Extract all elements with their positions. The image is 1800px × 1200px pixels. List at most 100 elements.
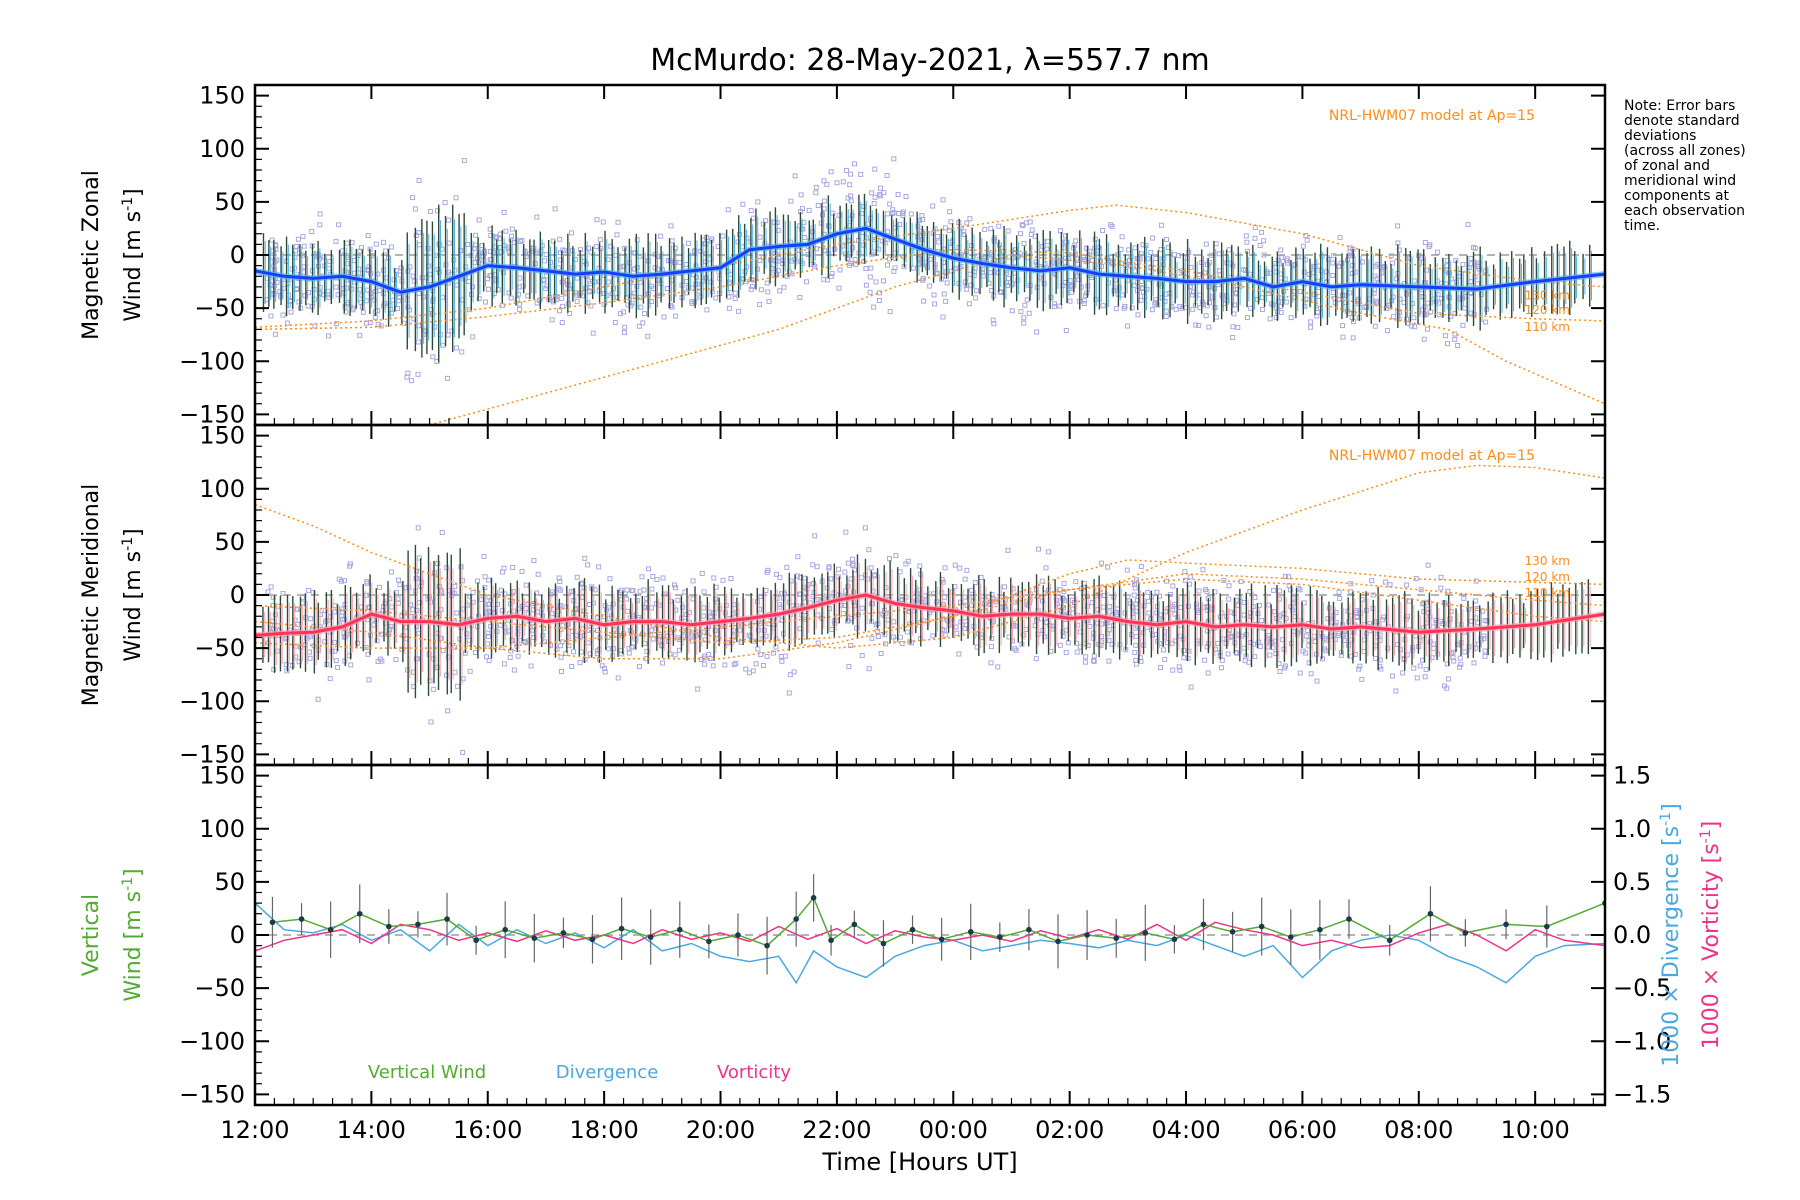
scatter-point [1119, 292, 1125, 298]
scatter-point [416, 178, 422, 184]
scatter-point [1288, 315, 1294, 321]
scatter-point [1444, 685, 1450, 691]
scatter-point [274, 279, 280, 285]
scatter-point [1243, 233, 1249, 239]
scatter-point [1471, 660, 1477, 666]
scatter-point [1108, 222, 1114, 228]
scatter-point [314, 254, 320, 260]
scatter-point [1005, 547, 1011, 553]
scatter-point [1330, 260, 1336, 266]
scatter-point [813, 184, 819, 190]
vertical-wind-point [938, 936, 945, 943]
scatter-point [562, 248, 568, 254]
y-tick-label: −50 [194, 974, 245, 1002]
scatter-point [1067, 278, 1073, 284]
scatter-point [341, 634, 347, 640]
scatter-point [1171, 252, 1177, 258]
scatter-point [1235, 597, 1241, 603]
scatter-point [920, 276, 926, 282]
scatter-point [887, 309, 893, 315]
scatter-point [317, 222, 323, 228]
scatter-point [1061, 581, 1067, 587]
scatter-point [482, 585, 488, 591]
scatter-point [1259, 229, 1265, 235]
scatter-point [1193, 604, 1199, 610]
scatter-point [1468, 255, 1474, 261]
scatter-point [293, 244, 299, 250]
scatter-point [415, 525, 421, 531]
scatter-point [1206, 260, 1212, 266]
scatter-point [988, 226, 994, 232]
scatter-point [1091, 653, 1097, 659]
scatter-point [1456, 273, 1462, 279]
scatter-point [934, 599, 940, 605]
scatter-point [344, 240, 350, 246]
scatter-point [1024, 297, 1030, 303]
scatter-point [930, 203, 936, 209]
y2-tick-label: −1.0 [1613, 1027, 1671, 1055]
scatter-point [849, 245, 855, 251]
scatter-point [989, 636, 995, 642]
scatter-point [791, 256, 797, 262]
scatter-point [1229, 609, 1235, 615]
scatter-point [972, 580, 978, 586]
vertical-wind-point [269, 919, 276, 926]
scatter-point [886, 556, 892, 562]
scatter-point [610, 601, 616, 607]
scatter-point [1431, 645, 1437, 651]
scatter-point [1476, 641, 1482, 647]
scatter-point [470, 589, 476, 595]
scatter-point [1177, 667, 1183, 673]
scatter-point [1378, 666, 1384, 672]
scatter-point [840, 179, 846, 185]
scatter-point [1347, 249, 1353, 255]
scatter-point [408, 602, 414, 608]
scatter-point [1433, 617, 1439, 623]
scatter-point [293, 654, 299, 660]
scatter-point [451, 257, 457, 263]
scatter-point [973, 288, 979, 294]
scatter-point [1220, 636, 1226, 642]
scatter-point [1063, 650, 1069, 656]
scatter-point [1002, 584, 1008, 590]
x-tick-label: 14:00 [337, 1116, 406, 1144]
scatter-point [336, 222, 342, 228]
scatter-point [1265, 602, 1271, 608]
scatter-point [1319, 253, 1325, 259]
model-curve [255, 573, 1605, 649]
scatter-point [622, 324, 628, 330]
scatter-point [1458, 661, 1464, 667]
scatter-point [848, 643, 854, 649]
scatter-point [1305, 628, 1311, 634]
scatter-point [1385, 645, 1391, 651]
scatter-point [434, 664, 440, 670]
scatter-point [1182, 577, 1188, 583]
scatter-point [1311, 633, 1317, 639]
vertical-wind-point [1084, 932, 1090, 938]
scatter-point [558, 654, 564, 660]
scatter-point [1041, 281, 1047, 287]
scatter-point [363, 592, 369, 598]
scatter-point [508, 295, 514, 301]
scatter-point [1421, 336, 1427, 342]
scatter-point [699, 570, 705, 576]
scatter-point [732, 296, 738, 302]
scatter-point [935, 233, 941, 239]
scatter-point [375, 321, 381, 327]
scatter-point [1449, 650, 1455, 656]
y-label-line1: Vertical [79, 894, 104, 976]
scatter-point [836, 285, 842, 291]
scatter-point [482, 299, 488, 305]
scatter-point [1276, 257, 1282, 263]
model-alt-label: 130 km [1525, 288, 1570, 302]
scatter-point [749, 283, 755, 289]
vertical-wind-point [386, 923, 392, 930]
scatter-point [1265, 644, 1271, 650]
scatter-point [1216, 251, 1222, 257]
scatter-point [862, 525, 868, 531]
plot-area-meridional [255, 464, 1605, 755]
scatter-point [988, 660, 994, 666]
scatter-point [292, 617, 298, 623]
scatter-point [826, 224, 832, 230]
scatter-point [1478, 291, 1484, 297]
